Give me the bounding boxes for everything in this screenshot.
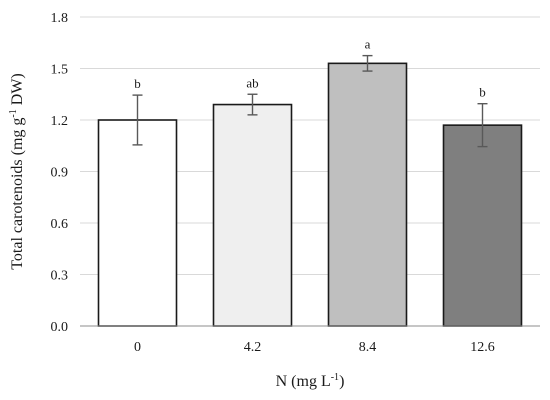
bar-12.6 bbox=[442, 124, 523, 327]
error-bar-0 bbox=[132, 94, 143, 146]
y-tick-label: 1.5 bbox=[51, 63, 69, 78]
bar-0 bbox=[97, 119, 178, 327]
significance-label: b bbox=[134, 76, 141, 91]
y-tick-label: 0.3 bbox=[51, 269, 69, 284]
significance-label: b bbox=[479, 85, 486, 100]
error-bar-4.2 bbox=[247, 93, 258, 116]
x-tick-labels: 0 4.2 8.4 12.6 bbox=[134, 340, 495, 355]
x-tick-label: 0 bbox=[134, 340, 141, 355]
x-tick-label: 8.4 bbox=[359, 340, 377, 355]
bar-4.2 bbox=[212, 103, 293, 327]
x-axis-title: N (mg L-1) bbox=[276, 372, 345, 390]
x-axis-title-superscript: -1 bbox=[331, 372, 339, 383]
y-tick-label: 1.8 bbox=[51, 11, 69, 26]
x-axis-title-end: ) bbox=[339, 373, 344, 390]
error-bars bbox=[132, 54, 488, 148]
x-tick-label: 4.2 bbox=[244, 340, 262, 355]
y-tick-labels: 0.0 0.3 0.6 0.9 1.2 1.5 1.8 bbox=[51, 11, 69, 335]
y-axis-title: Total carotenoids (mg g-1 DW) bbox=[8, 73, 26, 270]
error-bar-12.6 bbox=[477, 102, 488, 148]
y-tick-label: 1.2 bbox=[51, 114, 69, 129]
bar-8.4 bbox=[327, 62, 408, 327]
bars bbox=[97, 62, 523, 327]
significance-label: a bbox=[365, 37, 371, 52]
y-tick-label: 0.9 bbox=[51, 166, 69, 181]
y-axis-title-superscript: -1 bbox=[8, 109, 19, 117]
y-axis-title-end: DW) bbox=[9, 73, 26, 109]
x-tick-label: 12.6 bbox=[470, 340, 495, 355]
significance-label: ab bbox=[246, 75, 258, 90]
y-tick-label: 0.0 bbox=[51, 320, 69, 335]
error-bar-8.4 bbox=[362, 54, 373, 72]
y-tick-label: 0.6 bbox=[51, 217, 69, 232]
